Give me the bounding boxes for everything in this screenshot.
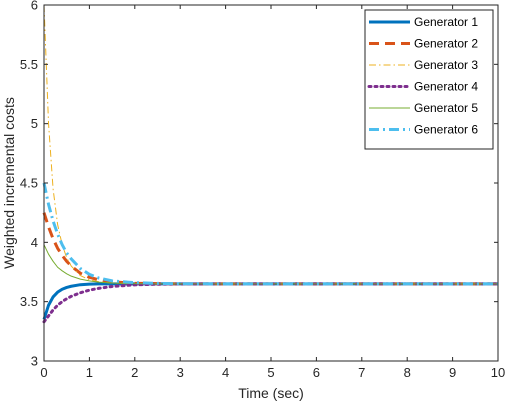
y-tick-label: 4.5: [20, 176, 38, 191]
x-axis-label: Time (sec): [238, 385, 304, 401]
x-tick-label: 8: [404, 365, 411, 380]
y-tick-label: 5.5: [20, 57, 38, 72]
y-axis-label: Weighted incremental costs: [1, 97, 17, 269]
legend-label-2: Generator 2: [414, 37, 478, 51]
series-line-6: [42, 182, 498, 286]
legend-label-4: Generator 4: [414, 80, 478, 94]
legend-label-5: Generator 5: [414, 101, 478, 115]
series-layer: [42, 4, 500, 324]
y-tick-label: 4: [31, 235, 38, 250]
x-tick-label: 6: [313, 365, 320, 380]
legend: Generator 1 Generator 2 Generator 3 Generat…: [364, 9, 494, 150]
legend-box: [364, 9, 494, 150]
legend-label-6: Generator 6: [414, 123, 478, 137]
y-tick-label: 3.5: [20, 294, 38, 309]
x-tick-label: 3: [177, 365, 184, 380]
y-tick-label: 6: [31, 0, 38, 13]
y-tick-label: 3: [31, 354, 38, 369]
x-tick-label: 4: [222, 365, 229, 380]
x-tick-label: 0: [40, 365, 47, 380]
legend-label-3: Generator 3: [414, 58, 478, 72]
tick-layer: 0 1 2 3 4 5 6 7 8 9 10 3 3.5 4 4.5 5 5.5 6: [20, 0, 505, 380]
x-tick-label: 9: [449, 365, 456, 380]
x-tick-label: 2: [131, 365, 138, 380]
y-tick-label: 5: [31, 116, 38, 131]
x-tick-label: 5: [267, 365, 274, 380]
x-tick-label: 10: [491, 365, 505, 380]
legend-label-1: Generator 1: [414, 15, 478, 29]
legend-items: Generator 1 Generator 2 Generator 3 Generat…: [367, 15, 478, 137]
x-tick-label: 1: [86, 365, 93, 380]
x-tick-label: 7: [358, 365, 365, 380]
